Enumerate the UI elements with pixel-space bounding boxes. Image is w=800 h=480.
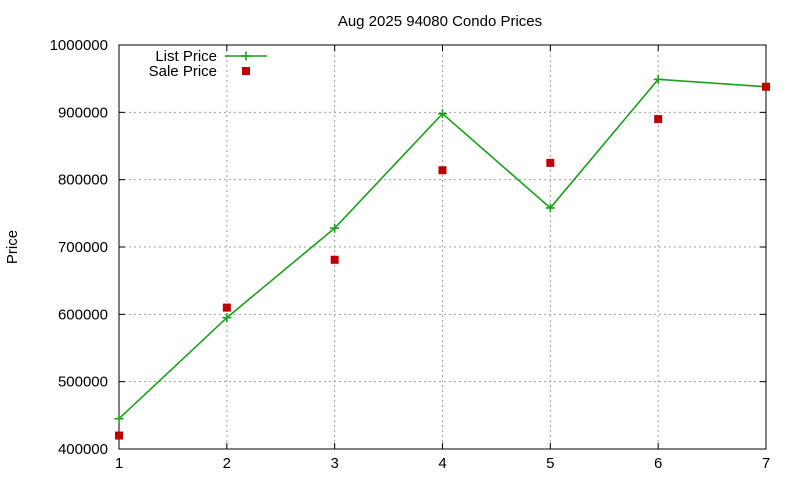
- x-tick-label: 6: [654, 455, 662, 472]
- chart-title: Aug 2025 94080 Condo Prices: [338, 13, 542, 30]
- data-point: [762, 82, 770, 91]
- data-point: [546, 158, 555, 167]
- x-tick-label: 5: [546, 455, 554, 472]
- data-point: [438, 166, 447, 175]
- y-tick-label: 900000: [58, 104, 108, 121]
- y-tick-label: 1000000: [50, 37, 108, 54]
- data-point: [330, 223, 340, 233]
- legend-item: Sale Price: [149, 63, 250, 80]
- y-tick-label: 700000: [58, 239, 108, 256]
- x-tick-label: 2: [223, 455, 231, 472]
- y-tick-label: 400000: [58, 441, 108, 458]
- y-tick-label: 800000: [58, 172, 108, 189]
- legend-marker: [242, 67, 250, 75]
- axes: 1 2 3 4 5 6 7 400000 500000 600000 700000 800000 900…: [50, 37, 771, 472]
- grid: [119, 45, 766, 449]
- data-point: [114, 414, 124, 424]
- legend-label: Sale Price: [149, 63, 217, 80]
- x-tick-label: 7: [762, 455, 770, 472]
- y-tick-label: 600000: [58, 306, 108, 323]
- legend-item: List Price: [155, 48, 267, 65]
- data-point: [222, 313, 232, 323]
- x-tick-label: 4: [438, 455, 446, 472]
- data-point: [653, 74, 663, 84]
- data-point: [654, 115, 663, 124]
- data-point: [115, 431, 123, 440]
- y-tick-label: 500000: [58, 374, 108, 391]
- legend-marker: [241, 51, 251, 61]
- data-point: [330, 255, 339, 264]
- y-axis-title: Price: [4, 230, 21, 264]
- data-point: [545, 203, 555, 213]
- x-tick-label: 3: [330, 455, 338, 472]
- data-point: [222, 303, 231, 312]
- legend-label: List Price: [155, 48, 217, 65]
- data-point: [438, 109, 447, 119]
- x-tick-label: 1: [115, 455, 123, 472]
- series-sale-price: [115, 82, 770, 440]
- plot-area: [114, 74, 771, 440]
